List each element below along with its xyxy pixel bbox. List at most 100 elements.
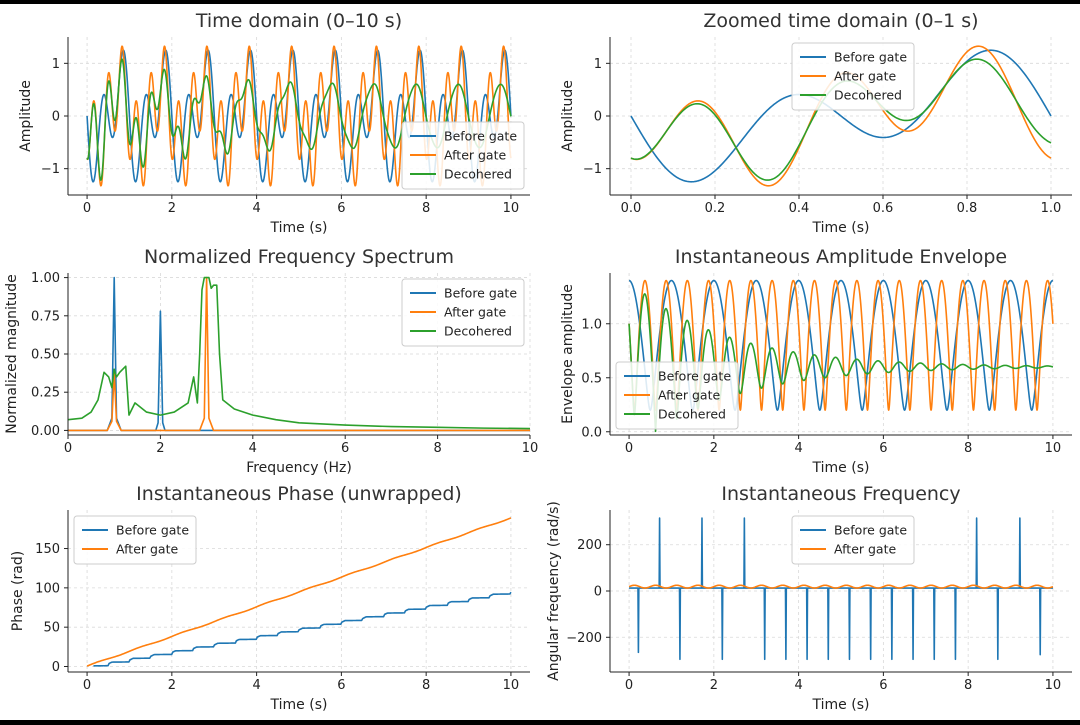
- x-tick-label: 8: [422, 678, 430, 693]
- y-axis-label: Normalized magnitude: [4, 274, 20, 434]
- x-tick-label: 10: [503, 201, 520, 216]
- x-tick-label: 10: [1045, 678, 1062, 693]
- x-tick-label: 8: [433, 441, 441, 456]
- chart-title: Instantaneous Phase (unwrapped): [136, 483, 462, 505]
- x-tick-label: 2: [710, 441, 718, 456]
- legend-frame: [791, 515, 915, 565]
- legend-frame: [615, 361, 739, 430]
- y-axis-label: Amplitude: [18, 80, 34, 152]
- legend: Before gate After gate Decohered: [401, 278, 525, 347]
- x-axis-label: Time (s): [812, 220, 870, 236]
- legend-label-after: After gate: [658, 388, 720, 403]
- y-tick-label: 0.00: [31, 424, 60, 439]
- x-tick-label: 10: [503, 678, 520, 693]
- chart-title: Time domain (0–10 s): [195, 10, 402, 32]
- legend-label-before: Before gate: [444, 286, 517, 301]
- legend-label-decohered: Decohered: [658, 407, 726, 422]
- x-tick-label: 6: [341, 441, 349, 456]
- legend-label-before: Before gate: [444, 129, 517, 144]
- legend-label-before: Before gate: [834, 523, 907, 538]
- y-tick-label: 0: [594, 110, 602, 125]
- legend: Before gate After gate: [73, 515, 197, 565]
- chart-title: Normalized Frequency Spectrum: [144, 246, 454, 268]
- chart-panel-3: 0 2 4 6 8 10 0.00 0.25 0.50 0.75 1.00 Normalized Fr…: [4, 246, 538, 476]
- legend-label-before: Before gate: [658, 369, 731, 384]
- x-tick-label: 2: [168, 678, 176, 693]
- chart-title: Instantaneous Frequency: [721, 483, 960, 505]
- x-axis-label: Time (s): [270, 697, 328, 713]
- x-tick-label: 0: [83, 678, 91, 693]
- x-axis-label: Time (s): [270, 220, 328, 236]
- legend-label-decohered: Decohered: [444, 167, 512, 182]
- series-line-before: [86, 49, 512, 183]
- legend-label-before: Before gate: [116, 523, 189, 538]
- legend: Before gate After gate: [791, 515, 915, 565]
- x-tick-label: 0.0: [621, 201, 642, 216]
- x-tick-label: 2: [710, 678, 718, 693]
- legend-label-after: After gate: [116, 542, 178, 557]
- x-tick-label: 6: [337, 678, 345, 693]
- x-tick-label: 10: [1045, 441, 1062, 456]
- legend-frame: [791, 42, 915, 111]
- y-tick-label: 0.75: [31, 309, 60, 324]
- series-line-after: [628, 584, 1054, 589]
- x-tick-label: 4: [794, 441, 802, 456]
- x-tick-label: 8: [964, 441, 972, 456]
- series-line-decohered: [68, 276, 530, 430]
- y-tick-label: 0: [52, 110, 60, 125]
- x-axis-label: Frequency (Hz): [246, 460, 352, 476]
- grid: [68, 510, 530, 672]
- series-line-before: [628, 279, 1054, 411]
- legend: Before gate After gate Decohered: [615, 361, 739, 430]
- legend-frame: [73, 515, 197, 565]
- y-tick-label: 100: [35, 581, 60, 596]
- x-tick-label: 0.6: [873, 201, 894, 216]
- x-tick-label: 4: [249, 441, 257, 456]
- x-tick-label: 8: [964, 678, 972, 693]
- y-tick-label: 150: [35, 542, 60, 557]
- series-line-after: [86, 517, 512, 667]
- x-axis-label: Time (s): [812, 460, 870, 476]
- y-tick-label: 1: [52, 57, 60, 72]
- series-line-after: [68, 276, 530, 432]
- legend-label-after: After gate: [444, 305, 506, 320]
- y-tick-label: 1.00: [31, 271, 60, 286]
- y-tick-label: 200: [577, 538, 602, 553]
- legend-frame: [401, 278, 525, 347]
- y-axis-label: Phase (rad): [10, 551, 26, 631]
- y-axis-label: Envelope amplitude: [560, 284, 576, 424]
- legend-label-after: After gate: [444, 148, 506, 163]
- y-tick-label: 0.50: [31, 348, 60, 363]
- x-tick-label: 6: [879, 441, 887, 456]
- y-tick-label: 1: [594, 57, 602, 72]
- chart-title: Instantaneous Amplitude Envelope: [675, 246, 1007, 268]
- series-group: [68, 276, 530, 432]
- x-tick-label: 6: [337, 201, 345, 216]
- x-tick-label: 0: [625, 441, 633, 456]
- series-line-before: [93, 591, 512, 667]
- x-tick-label: 1.0: [1041, 201, 1062, 216]
- legend: Before gate After gate Decohered: [401, 121, 525, 190]
- x-tick-label: 0: [64, 441, 72, 456]
- x-tick-label: 4: [252, 678, 260, 693]
- y-tick-label: 50: [43, 621, 60, 636]
- x-tick-label: 0: [625, 678, 633, 693]
- y-tick-label: 1.0: [581, 317, 602, 332]
- legend-label-after: After gate: [834, 69, 896, 84]
- legend-label-decohered: Decohered: [444, 324, 512, 339]
- series-group: [86, 517, 512, 667]
- y-tick-label: 0.5: [581, 371, 602, 386]
- x-tick-label: 0.4: [789, 201, 810, 216]
- x-tick-label: 6: [879, 678, 887, 693]
- y-tick-label: 0: [52, 660, 60, 675]
- x-tick-label: 2: [156, 441, 164, 456]
- x-tick-label: 4: [252, 201, 260, 216]
- x-tick-label: 4: [794, 678, 802, 693]
- x-tick-label: 8: [422, 201, 430, 216]
- legend-label-before: Before gate: [834, 50, 907, 65]
- legend-frame: [401, 121, 525, 190]
- x-tick-label: 0.8: [957, 201, 978, 216]
- x-tick-label: 0.2: [705, 201, 726, 216]
